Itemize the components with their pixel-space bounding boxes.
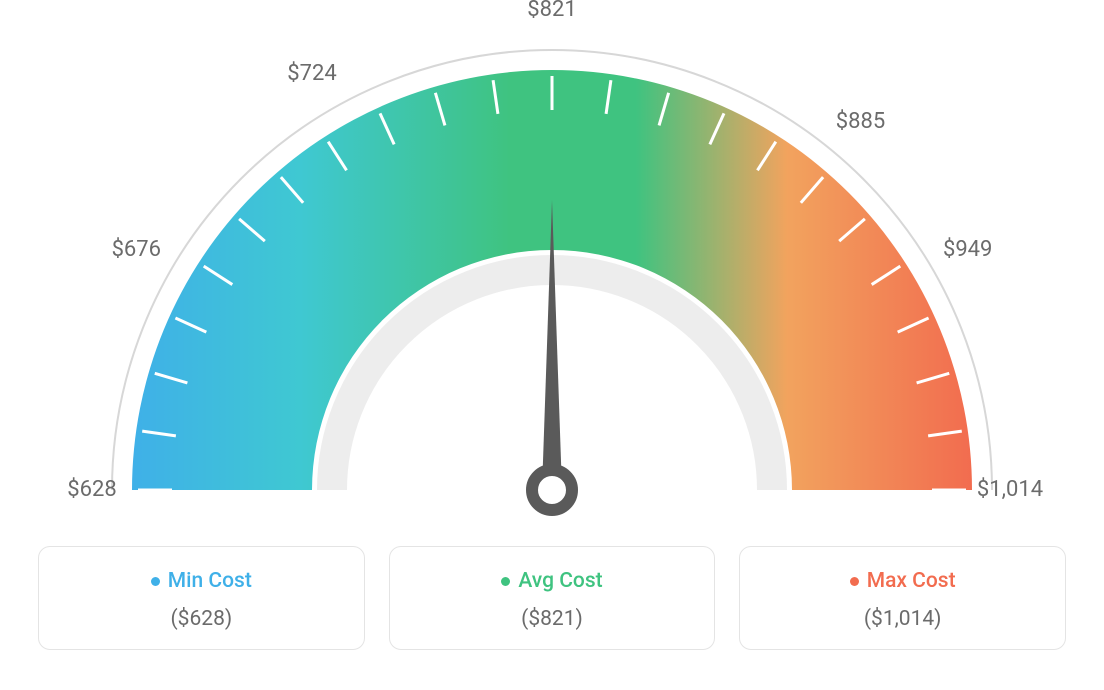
legend-label: Max Cost	[867, 569, 956, 593]
svg-text:$1,014: $1,014	[977, 477, 1043, 502]
legend-value-avg: ($821)	[400, 607, 705, 631]
legend-card-max: Max Cost ($1,014)	[739, 546, 1066, 650]
svg-text:$885: $885	[836, 109, 885, 134]
legend-title-min: Min Cost	[151, 569, 252, 593]
legend-title-avg: Avg Cost	[501, 569, 602, 593]
gauge-svg: $628 $676 $724 $821 $885 $949 $1,014	[0, 0, 1104, 560]
legend-value-min: ($628)	[49, 607, 354, 631]
dot-icon	[151, 577, 160, 586]
dot-icon	[850, 577, 859, 586]
legend-card-avg: Avg Cost ($821)	[389, 546, 716, 650]
svg-text:$676: $676	[112, 237, 161, 262]
svg-text:$821: $821	[527, 0, 576, 22]
legend-label: Min Cost	[168, 569, 252, 593]
legend-label: Avg Cost	[518, 569, 602, 593]
dot-icon	[501, 577, 510, 586]
legend-value-max: ($1,014)	[750, 607, 1055, 631]
svg-text:$949: $949	[943, 237, 992, 262]
legend-title-max: Max Cost	[850, 569, 956, 593]
svg-text:$628: $628	[67, 477, 116, 502]
gauge-chart: $628 $676 $724 $821 $885 $949 $1,014	[0, 0, 1104, 560]
legend-row: Min Cost ($628) Avg Cost ($821) Max Cost…	[38, 546, 1066, 650]
legend-card-min: Min Cost ($628)	[38, 546, 365, 650]
svg-text:$724: $724	[287, 61, 336, 86]
